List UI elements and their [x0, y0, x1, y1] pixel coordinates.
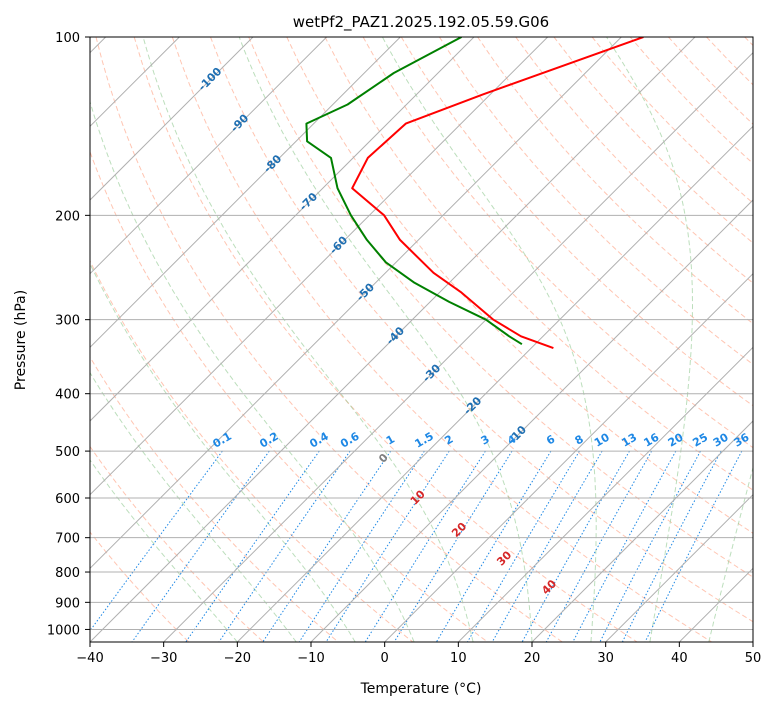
mixing-ratio-line [435, 450, 552, 642]
y-tick-label: 200 [55, 209, 80, 224]
mixing-ratio-label: 0.4 [307, 429, 331, 450]
isotherm [90, 37, 328, 275]
mixing-ratio-line [90, 450, 223, 632]
dry-adiabat [286, 37, 753, 534]
x-tick-label: 20 [524, 651, 541, 666]
x-axis-label: Temperature (°C) [360, 681, 482, 697]
dry-adiabat [362, 37, 753, 449]
isotherm [752, 641, 753, 642]
mixing-ratio-label: 6 [544, 432, 557, 447]
dry-adiabat [438, 37, 753, 366]
isotherm [90, 37, 401, 349]
isotherm [90, 37, 254, 201]
moist-adiabat-label: 20 [449, 520, 469, 540]
mixing-ratio-label: 0.1 [210, 430, 233, 451]
mixing-ratio-line [325, 450, 450, 642]
isotherm [90, 37, 549, 496]
mixing-ratio-line [644, 450, 743, 642]
moist-adiabat [381, 37, 597, 642]
x-tick-label: 50 [745, 651, 762, 666]
mixing-ratio-line [218, 450, 351, 642]
mixing-ratio-line [298, 450, 425, 642]
y-tick-label: 1000 [47, 623, 80, 638]
x-tick-label: 0 [381, 651, 389, 666]
x-tick-label: 40 [671, 651, 688, 666]
y-tick-label: 300 [55, 314, 80, 329]
dry-adiabat [744, 37, 753, 47]
mixing-ratio-label: 0.2 [257, 430, 280, 451]
x-tick-label: −10 [297, 651, 324, 666]
dry-adiabat [90, 150, 489, 642]
mixing-ratio-label: 13 [619, 431, 639, 450]
dry-adiabat [90, 445, 265, 642]
mixing-ratio-label: 2 [442, 433, 455, 448]
isotherm [90, 37, 475, 422]
mixing-ratio-line [131, 450, 270, 642]
mixing-ratio-label: 8 [573, 433, 586, 448]
moist-adiabat [90, 371, 297, 642]
dry-adiabat [133, 37, 638, 642]
isotherm [605, 493, 753, 642]
mixing-ratio-label: 36 [732, 430, 752, 449]
y-tick-label: 500 [55, 445, 80, 460]
y-tick-label: 400 [55, 388, 80, 403]
isotherm [678, 567, 753, 642]
isotherm [163, 51, 753, 642]
dry-adiabat [210, 37, 753, 623]
isotherm [310, 199, 753, 642]
moist-adiabat [90, 459, 238, 642]
mixing-ratio-label: 25 [690, 431, 710, 450]
moist-adiabat [238, 37, 533, 642]
moist-adiabat-label: 30 [494, 548, 514, 568]
moist-adiabat-label: 0 [376, 451, 391, 466]
mixing-ratio-line [262, 450, 392, 642]
mixing-ratio-line [572, 450, 677, 642]
moist-adiabat [142, 37, 474, 642]
mixing-ratio-label: 10 [592, 430, 612, 449]
x-tick-label: −40 [76, 651, 103, 666]
mixing-ratio-line [466, 450, 580, 642]
dewpoint-profile-line [305, 37, 523, 346]
plot-frame [89, 36, 754, 643]
mixing-ratio-label: 1 [384, 433, 397, 448]
mixing-ratio-label: 16 [641, 430, 661, 449]
isotherm [531, 420, 753, 642]
dry-adiabat [324, 37, 753, 491]
y-tick-label: 100 [55, 31, 80, 46]
y-tick-label: 800 [55, 566, 80, 581]
isotherm [236, 125, 753, 642]
temperature-profile-line [351, 37, 644, 350]
y-tick-label: 900 [55, 596, 80, 611]
x-tick-label: 30 [597, 651, 614, 666]
moist-adiabat [606, 37, 693, 642]
mixing-ratio-line [599, 450, 701, 642]
mixing-ratio-line [185, 450, 320, 642]
mixing-ratio-line [364, 450, 486, 642]
y-axis-label: Pressure (hPa) [13, 290, 29, 390]
x-tick-label: −30 [150, 651, 177, 666]
isotherm [457, 346, 753, 642]
mixing-ratio-label: 3 [479, 433, 492, 448]
dry-adiabat [248, 37, 753, 578]
y-tick-label: 600 [55, 492, 80, 507]
isotherm [90, 37, 622, 570]
mixing-ratio-line [621, 450, 722, 642]
x-tick-label: 10 [450, 651, 467, 666]
chart-title: wetPf2_PAZ1.2025.192.05.59.G06 [293, 13, 549, 32]
mixing-ratio-line [545, 450, 653, 642]
isotherm [384, 272, 753, 642]
y-tick-label: 700 [55, 532, 80, 547]
dry-adiabat [553, 37, 753, 244]
moist-adiabat [90, 262, 356, 642]
isotherm [90, 37, 696, 642]
moist-adiabat [708, 465, 753, 642]
dry-adiabat [171, 37, 713, 642]
x-tick-label: −20 [224, 651, 251, 666]
